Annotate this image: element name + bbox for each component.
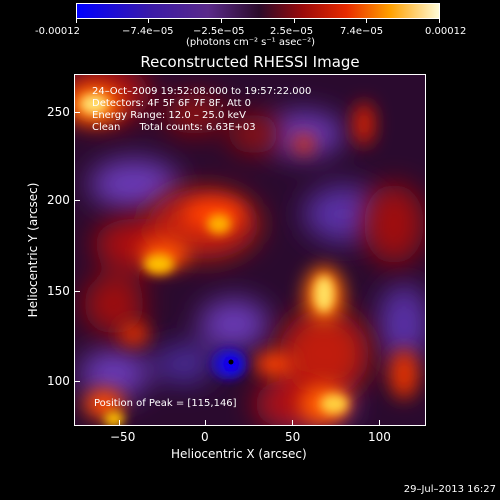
y-tick (74, 112, 80, 113)
peak-position-label: Position of Peak = [115,146] (94, 398, 237, 409)
y-tick (74, 200, 80, 201)
x-tick-label: 100 (368, 430, 391, 444)
time-range-label: 24–Oct–2009 19:52:08.000 to 19:57:22.000 (92, 86, 312, 97)
x-axis-title: Heliocentric X (arcsec) (171, 447, 307, 461)
x-tick (292, 420, 293, 426)
colorbar-tick-label: -0.00012 (35, 26, 80, 37)
colorbar-tick-label: 7.4e−05 (340, 26, 384, 37)
colorbar-tick (366, 19, 367, 23)
colorbar-tick (294, 19, 295, 23)
colorbar-tick-label: −2.5e−05 (193, 26, 245, 37)
y-tick-label: 250 (47, 105, 70, 119)
clean-counts-label: Clean Total counts: 6.63E+03 (92, 122, 256, 133)
energy-range-label: Energy Range: 12.0 – 25.0 keV (92, 110, 246, 121)
y-tick (74, 381, 80, 382)
x-tick (379, 420, 380, 426)
x-tick (205, 420, 206, 426)
colorbar-tick-label: −7.4e−05 (122, 26, 174, 37)
y-tick-label: 100 (47, 374, 70, 388)
colorbar-tick (148, 19, 149, 23)
colorbar-tick-label: 2.5e−05 (270, 26, 314, 37)
y-tick-label: 150 (47, 284, 70, 298)
y-tick-label: 200 (47, 193, 70, 207)
peak-marker (228, 359, 234, 365)
x-tick-label: −50 (110, 430, 136, 444)
x-tick-label: 50 (285, 430, 301, 444)
y-axis-title: Heliocentric Y (arcsec) (26, 182, 40, 318)
colorbar (76, 3, 440, 19)
render-timestamp: 29–Jul–2013 16:27 (403, 484, 496, 495)
colorbar-tick (76, 19, 77, 23)
rhessi-image (74, 74, 426, 426)
x-tick (119, 420, 120, 426)
y-tick (74, 291, 80, 292)
colorbar-tick (221, 19, 222, 23)
colorbar-tick (439, 19, 440, 23)
x-tick-label: 0 (201, 430, 209, 444)
detectors-label: Detectors: 4F 5F 6F 7F 8F, Att 0 (92, 98, 252, 109)
image-title: Reconstructed RHESSI Image (140, 53, 360, 71)
colorbar-unit-label: (photons cm⁻² s⁻¹ asec⁻²) (186, 37, 316, 48)
colorbar-tick-label: 0.00012 (425, 26, 467, 37)
